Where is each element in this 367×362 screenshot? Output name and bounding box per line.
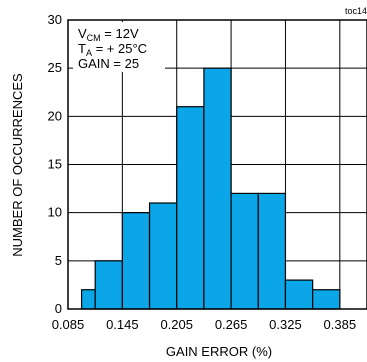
x-tick-label: 0.265 xyxy=(215,317,248,332)
y-tick-label: 5 xyxy=(55,253,62,268)
x-tick-label: 0.325 xyxy=(269,317,302,332)
histogram-bar xyxy=(176,106,205,310)
annotation-gain: GAIN = 25 xyxy=(78,56,139,71)
histogram-bar xyxy=(148,202,178,310)
histogram-bar xyxy=(230,192,259,310)
histogram-bar xyxy=(257,192,287,310)
x-tick-label: 0.385 xyxy=(324,317,357,332)
figure-id: toc14 xyxy=(345,6,367,16)
histogram-bar xyxy=(121,212,151,310)
annotation-ta: TA = + 25°C xyxy=(78,41,147,58)
histogram-bar xyxy=(80,289,96,310)
y-tick-label: 30 xyxy=(48,12,62,27)
histogram-bar xyxy=(203,67,232,310)
y-tick-labels: 0 5 10 15 20 25 30 xyxy=(48,12,62,316)
y-tick-label: 15 xyxy=(48,157,62,172)
annotation-background xyxy=(73,22,165,72)
x-axis-title: GAIN ERROR (%) xyxy=(166,344,272,359)
histogram-bar xyxy=(94,260,123,310)
histogram-bar xyxy=(312,289,341,310)
conditions-annotation: VCM = 12V TA = + 25°C GAIN = 25 xyxy=(73,22,165,72)
y-tick-label: 20 xyxy=(48,108,62,123)
x-tick-label: 0.205 xyxy=(160,317,193,332)
annotation-vcm: VCM = 12V xyxy=(78,26,139,43)
histogram-bar xyxy=(284,279,314,310)
y-axis-title: NUMBER OF OCCURRENCES xyxy=(10,73,25,257)
x-tick-label: 0.145 xyxy=(106,317,139,332)
plot-frame xyxy=(67,19,367,310)
histogram-bars xyxy=(80,67,341,310)
y-tick-label: 10 xyxy=(48,205,62,220)
x-tick-label: 0.085 xyxy=(52,317,85,332)
x-tick-labels: 0.085 0.145 0.205 0.265 0.325 0.385 xyxy=(52,317,356,332)
y-tick-label: 25 xyxy=(48,60,62,75)
y-tick-label: 0 xyxy=(55,301,62,316)
